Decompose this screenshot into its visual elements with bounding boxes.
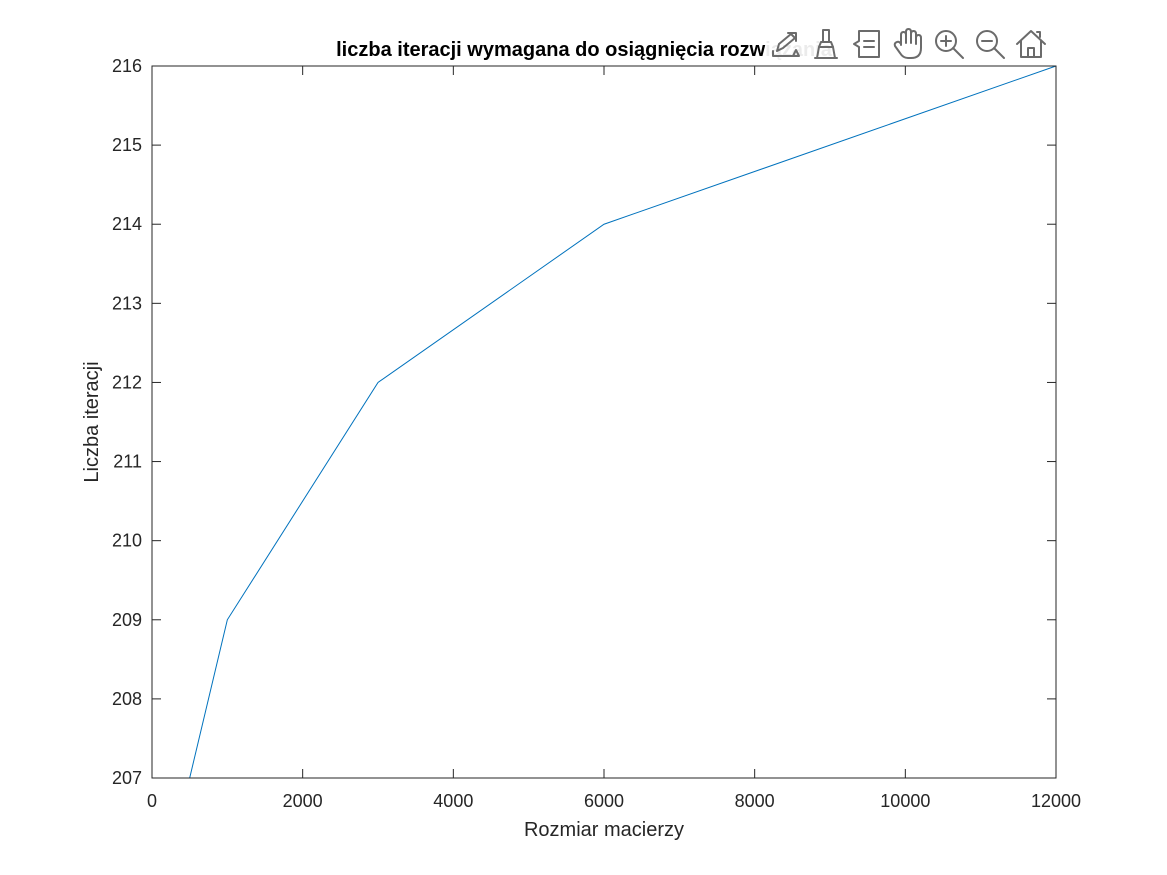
data-tips-icon <box>853 30 880 58</box>
y-tick-label: 208 <box>112 689 142 709</box>
y-tick-label: 215 <box>112 135 142 155</box>
data-tips-button[interactable] <box>848 25 886 63</box>
y-tick-label: 213 <box>112 293 142 313</box>
y-axis-label: Liczba iteracji <box>81 361 103 482</box>
y-tick-label: 210 <box>112 531 142 551</box>
tick-layer: 0 2000 4000 6000 8000 10000 12000 207 208 209 210 2… <box>112 56 1081 811</box>
zoom-in-icon <box>935 30 964 59</box>
y-tick-label: 216 <box>112 56 142 76</box>
x-axis-label: Rozmiar macierzy <box>524 819 684 841</box>
x-tick-label: 6000 <box>584 791 624 811</box>
zoom-out-icon <box>976 30 1005 59</box>
x-tick-label: 0 <box>147 791 157 811</box>
export-button[interactable] <box>766 25 804 63</box>
x-tick-label: 8000 <box>735 791 775 811</box>
pan-button[interactable] <box>889 25 927 63</box>
y-tick-label: 212 <box>112 372 142 392</box>
series-layer <box>189 65 1057 779</box>
zoom-in-button[interactable] <box>930 25 968 63</box>
chart-title: liczba iteracji wymagana do osiągnięcia … <box>336 39 833 61</box>
x-tick-label: 2000 <box>283 791 323 811</box>
restore-view-button[interactable] <box>1012 25 1050 63</box>
home-icon <box>1016 30 1046 58</box>
x-tick-label: 10000 <box>880 791 930 811</box>
x-tick-label: 4000 <box>433 791 473 811</box>
series-line <box>189 65 1057 779</box>
pan-hand-icon <box>893 28 922 59</box>
y-tick-label: 214 <box>112 214 142 234</box>
y-tick-label: 209 <box>112 610 142 630</box>
axes-toolbar <box>766 24 1053 64</box>
brush-icon <box>814 29 838 59</box>
y-tick-label: 207 <box>112 768 142 788</box>
axes-box <box>151 65 1057 779</box>
zoom-out-button[interactable] <box>971 25 1009 63</box>
export-icon <box>772 32 800 57</box>
brush-button[interactable] <box>807 25 845 63</box>
x-tick-label: 12000 <box>1031 791 1081 811</box>
y-tick-label: 211 <box>113 452 142 472</box>
